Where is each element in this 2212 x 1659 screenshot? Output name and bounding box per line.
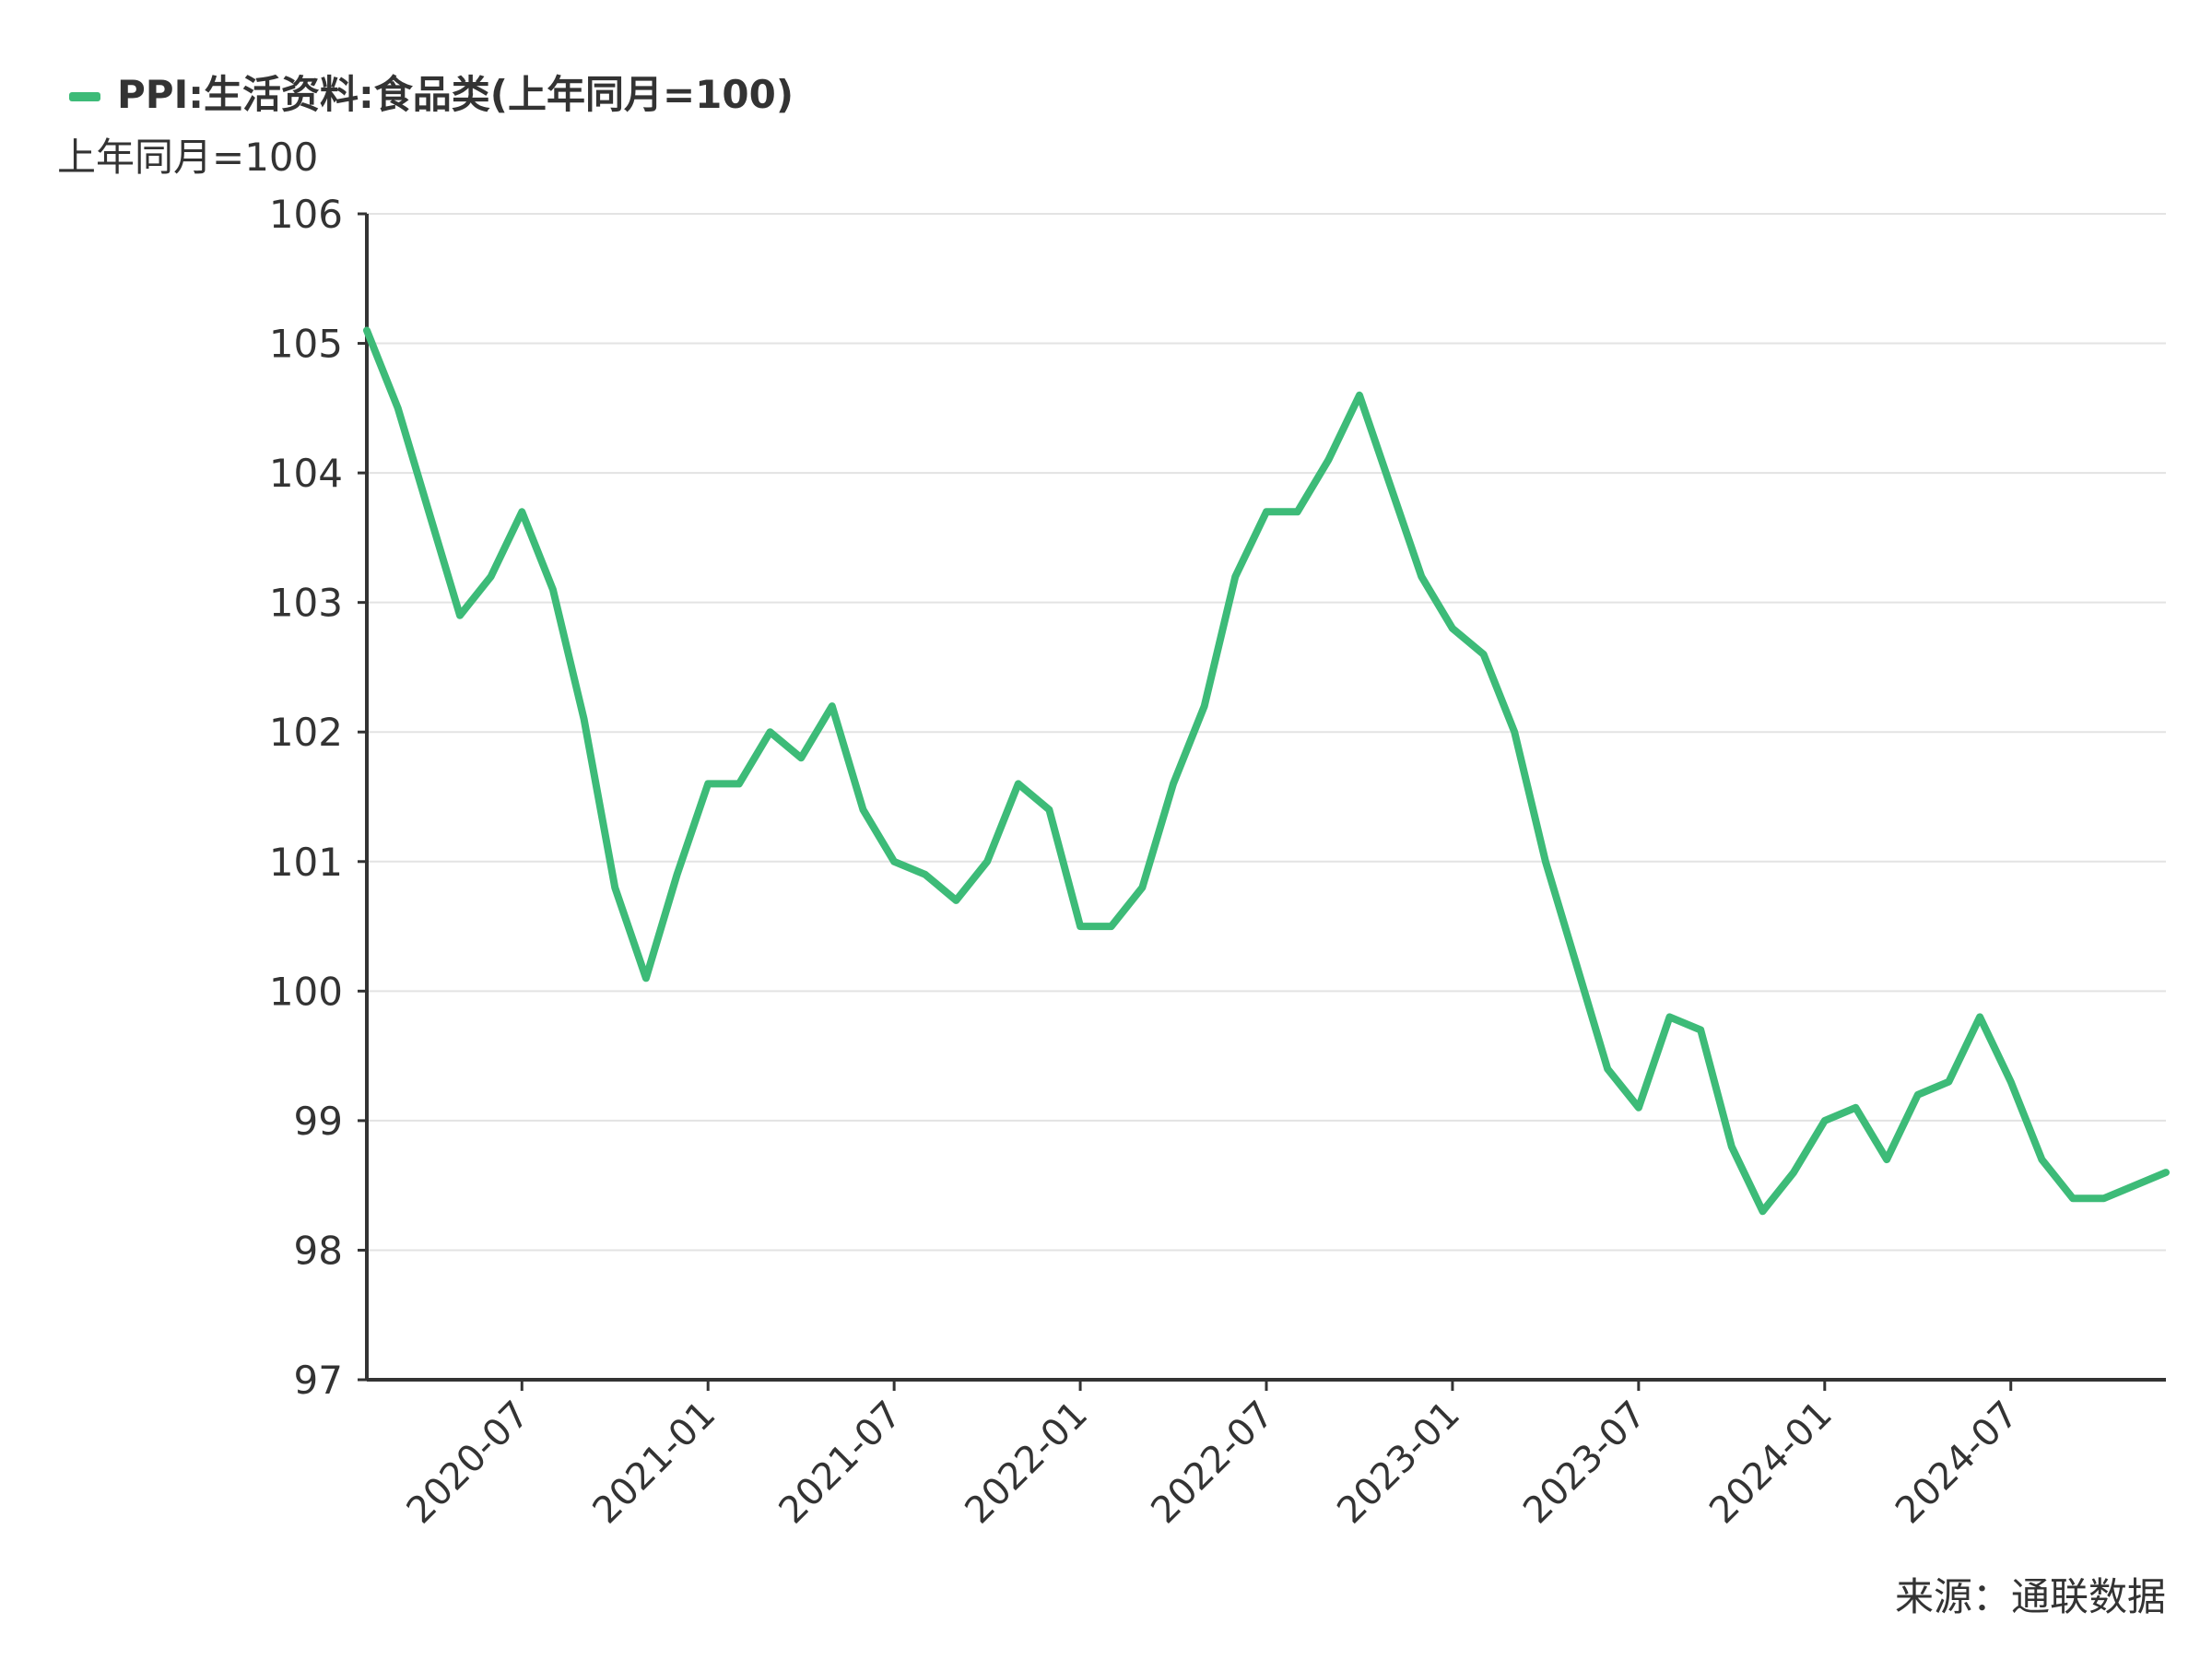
data-point-2023-11 — [1760, 1209, 1765, 1214]
series-points — [365, 328, 2168, 1214]
legend-swatch — [69, 92, 100, 101]
data-point-2021-01 — [706, 782, 711, 786]
x-tick-label: 2024-07 — [1888, 1394, 2027, 1533]
x-tick-label: 2021-07 — [771, 1394, 910, 1533]
data-point-2024-06 — [1978, 1015, 1983, 1019]
gridlines — [367, 213, 2166, 1252]
data-point-2020-10 — [613, 885, 618, 889]
x-tick-label: 2022-01 — [957, 1394, 1096, 1533]
data-point-2020-11 — [643, 976, 648, 981]
x-axis-ticks: 2020-07 2021-01 2021-07 2022-01 2022-07 2023-… — [399, 1380, 2027, 1532]
data-point-2020-05 — [458, 613, 462, 618]
y-axis-unit-label: 上年同月=100 — [57, 135, 318, 180]
data-point-2023-12 — [1792, 1171, 1796, 1175]
x-tick-label: 2022-07 — [1143, 1394, 1282, 1533]
data-point-2021-03 — [768, 730, 772, 735]
data-point-2023-05 — [1574, 963, 1579, 968]
data-point-2022-10 — [1358, 393, 1361, 397]
data-point-2020-02 — [365, 328, 369, 333]
data-point-2024-02 — [1853, 1105, 1858, 1110]
y-tick-label: 103 — [269, 581, 343, 626]
data-point-2022-11 — [1388, 484, 1393, 488]
data-point-2021-06 — [861, 807, 865, 812]
data-point-2022-01 — [1078, 924, 1083, 929]
data-point-2022-06 — [1233, 574, 1238, 579]
data-point-2024-03 — [1885, 1158, 1889, 1162]
x-tick-label: 2020-07 — [399, 1394, 538, 1533]
data-point-2022-09 — [1326, 458, 1331, 463]
data-point-2020-08 — [550, 587, 555, 592]
x-tick-label: 2023-01 — [1329, 1394, 1468, 1533]
y-tick-label: 102 — [269, 710, 343, 755]
data-point-2024-05 — [1947, 1079, 1951, 1084]
data-point-2024-07 — [2008, 1079, 2013, 1084]
data-point-2022-05 — [1202, 704, 1206, 709]
data-point-2022-08 — [1295, 510, 1300, 514]
data-point-2024-08 — [2040, 1158, 2044, 1162]
y-tick-label: 101 — [269, 840, 343, 885]
data-point-2021-05 — [830, 704, 834, 709]
data-point-2023-02 — [1481, 652, 1486, 656]
source-label: 来源：通联数据 — [1895, 1574, 2166, 1619]
data-point-2024-09 — [2071, 1196, 2075, 1201]
legend: PPI:生活资料:食品类(上年同月=100) — [69, 72, 794, 117]
data-point-2020-12 — [675, 872, 679, 877]
y-tick-label: 104 — [269, 451, 343, 496]
legend-label: PPI:生活资料:食品类(上年同月=100) — [117, 72, 794, 117]
data-point-2023-01 — [1450, 626, 1454, 630]
data-point-2021-07 — [892, 859, 897, 864]
series-line-ppi-food — [363, 326, 2170, 1216]
data-point-2021-08 — [923, 872, 927, 877]
y-tick-label: 97 — [294, 1358, 343, 1403]
data-point-2022-02 — [1109, 924, 1113, 929]
data-point-2020-04 — [427, 510, 431, 514]
data-point-2020-07 — [520, 510, 524, 514]
data-point-2021-11 — [1016, 782, 1020, 786]
x-tick-label: 2024-01 — [1701, 1394, 1841, 1533]
data-point-2023-06 — [1606, 1066, 1610, 1071]
data-point-2023-07 — [1636, 1105, 1641, 1110]
x-tick-label: 2023-07 — [1515, 1394, 1654, 1533]
data-point-2023-04 — [1543, 859, 1547, 864]
data-point-2024-04 — [1915, 1092, 1920, 1097]
data-point-2024-11 — [2133, 1183, 2137, 1188]
y-tick-label: 100 — [269, 969, 343, 1014]
data-point-2021-12 — [1047, 807, 1052, 812]
y-axis-ticks: 97 98 99 100 101 102 103 104 105 106 — [269, 192, 367, 1403]
data-point-2023-03 — [1512, 730, 1517, 735]
data-point-2022-12 — [1419, 574, 1424, 579]
data-point-2024-10 — [2101, 1196, 2106, 1201]
data-point-2021-04 — [799, 756, 804, 760]
data-point-2021-02 — [736, 782, 741, 786]
data-point-2021-10 — [985, 859, 990, 864]
y-tick-label: 98 — [294, 1228, 343, 1273]
data-point-2022-04 — [1171, 782, 1175, 786]
data-point-2023-09 — [1699, 1028, 1703, 1032]
data-point-2020-09 — [582, 717, 586, 722]
data-point-2020-06 — [488, 574, 493, 579]
y-tick-label: 99 — [294, 1099, 343, 1144]
data-point-2023-08 — [1667, 1015, 1672, 1019]
data-point-2023-10 — [1729, 1145, 1734, 1148]
data-point-2024-12 — [2164, 1171, 2168, 1175]
data-point-2024-01 — [1822, 1118, 1827, 1123]
data-point-2020-03 — [395, 406, 400, 410]
data-point-2021-09 — [954, 898, 959, 902]
y-tick-label: 105 — [269, 322, 343, 367]
x-tick-label: 2021-01 — [585, 1394, 724, 1533]
data-point-2022-07 — [1265, 510, 1268, 514]
y-tick-label: 106 — [269, 192, 343, 237]
data-point-2022-03 — [1140, 885, 1145, 889]
